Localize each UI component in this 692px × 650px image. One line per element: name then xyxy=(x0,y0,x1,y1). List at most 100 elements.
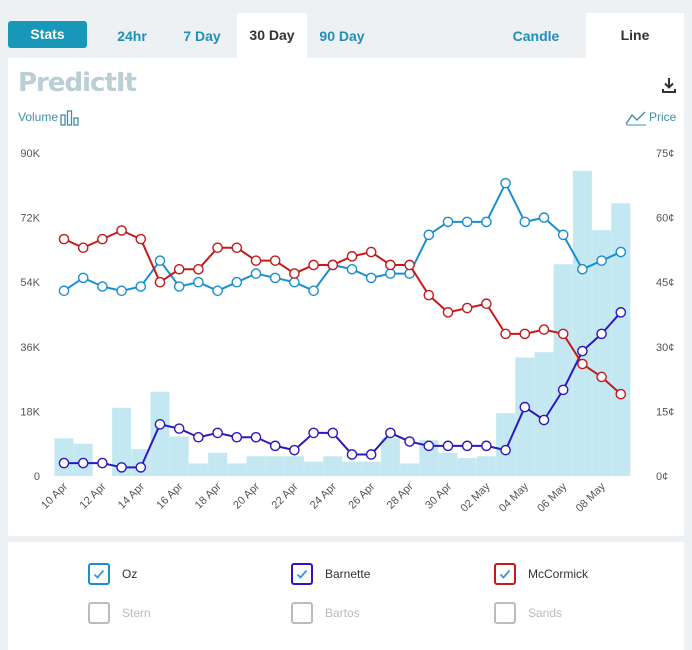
legend-item-sands[interactable]: Sands xyxy=(494,602,624,628)
tab-30-day[interactable]: 30 Day xyxy=(237,13,307,58)
tab-candle[interactable]: Candle xyxy=(512,28,560,44)
volume-bar xyxy=(284,456,304,476)
legend-checkbox-bartos[interactable] xyxy=(291,602,313,624)
left-axis-tick-label: 0 xyxy=(34,471,40,483)
data-point-barnette xyxy=(193,431,204,443)
volume-bar xyxy=(592,230,612,476)
data-point-mccormick xyxy=(538,324,550,335)
legend-checkbox-stern[interactable] xyxy=(88,602,110,624)
data-point-mccormick xyxy=(289,268,300,279)
data-point-oz xyxy=(423,229,435,241)
volume-bar xyxy=(323,456,343,476)
data-point-mccormick xyxy=(193,263,204,275)
legend-item-oz[interactable]: Oz xyxy=(88,563,218,589)
data-point-barnette xyxy=(615,307,627,318)
x-axis-tick-label: 18 Apr xyxy=(193,480,224,511)
data-point-mccormick xyxy=(577,358,588,370)
volume-bar xyxy=(611,203,631,476)
volume-bar xyxy=(438,452,458,476)
data-point-oz xyxy=(250,268,262,279)
data-point-mccormick xyxy=(308,259,319,271)
data-point-barnette xyxy=(577,345,588,357)
data-point-mccormick xyxy=(481,298,492,310)
volume-bar xyxy=(112,407,132,476)
data-point-mccormick xyxy=(269,255,281,266)
volume-bar xyxy=(246,456,266,476)
data-point-barnette xyxy=(423,440,435,452)
tab-line[interactable]: Line xyxy=(586,13,684,58)
price-line-icon xyxy=(625,111,646,126)
data-point-barnette xyxy=(269,440,281,452)
download-icon[interactable] xyxy=(660,76,678,94)
data-point-mccormick xyxy=(596,371,607,383)
data-point-barnette xyxy=(97,457,108,469)
stats-button[interactable]: Stats xyxy=(8,21,87,48)
volume-bar xyxy=(419,440,439,476)
volume-bar xyxy=(265,456,285,476)
legend-item-mccormick[interactable]: McCormick xyxy=(494,563,624,589)
tab-90-day[interactable]: 90 Day xyxy=(319,28,365,44)
volume-bar xyxy=(54,438,74,476)
legend-checkbox-sands[interactable] xyxy=(494,602,516,624)
x-axis-tick-label: 26 Apr xyxy=(346,480,377,511)
data-point-oz xyxy=(154,255,166,266)
data-point-barnette xyxy=(404,436,415,447)
legend-checkbox-oz[interactable] xyxy=(88,563,110,585)
data-point-mccormick xyxy=(442,307,454,318)
legend-label-mccormick: McCormick xyxy=(528,567,588,581)
data-point-mccormick xyxy=(346,251,358,262)
data-point-oz xyxy=(461,216,473,228)
data-point-mccormick xyxy=(461,302,473,314)
volume-bar xyxy=(400,463,420,476)
x-axis-tick-label: 28 Apr xyxy=(385,480,416,511)
data-point-oz xyxy=(500,177,511,189)
data-point-oz xyxy=(308,285,319,297)
legend-item-barnette[interactable]: Barnette xyxy=(291,563,421,589)
legend-panel xyxy=(8,542,684,650)
legend-checkbox-mccormick[interactable] xyxy=(494,563,516,585)
data-point-mccormick xyxy=(615,388,627,400)
x-axis-tick-label: 06 May xyxy=(535,480,569,514)
volume-bar xyxy=(150,391,170,476)
data-point-barnette xyxy=(116,462,127,473)
volume-bar xyxy=(361,461,381,476)
legend-checkbox-barnette[interactable] xyxy=(291,563,313,585)
legend-item-stern[interactable]: Stern xyxy=(88,602,218,628)
data-point-barnette xyxy=(519,401,531,413)
data-point-oz xyxy=(212,285,223,297)
volume-bar xyxy=(515,357,535,476)
data-point-oz xyxy=(538,212,550,223)
x-axis-tick-label: 08 May xyxy=(574,480,608,514)
data-point-barnette xyxy=(250,431,262,443)
data-point-oz xyxy=(173,281,185,292)
data-point-barnette xyxy=(77,457,89,469)
x-axis-tick-label: 22 Apr xyxy=(270,480,301,511)
data-point-mccormick xyxy=(97,233,108,245)
tab-24hr[interactable]: 24hr xyxy=(117,28,147,44)
volume-bar xyxy=(572,170,592,476)
tab-7-day[interactable]: 7 Day xyxy=(183,28,221,44)
legend-label-stern: Stern xyxy=(122,606,151,620)
series-line-oz xyxy=(63,182,622,292)
left-axis-tick-label: 90K xyxy=(20,148,40,160)
data-point-mccormick xyxy=(135,233,147,245)
x-axis-tick-label: 14 Apr xyxy=(116,480,147,511)
data-point-barnette xyxy=(365,449,377,460)
data-point-barnette xyxy=(538,414,550,426)
legend-item-bartos[interactable]: Bartos xyxy=(291,602,421,628)
data-point-barnette xyxy=(557,384,569,396)
data-point-barnette xyxy=(308,427,319,439)
data-point-barnette xyxy=(461,440,473,452)
data-point-mccormick xyxy=(154,276,166,288)
right-axis-tick-label: 15¢ xyxy=(656,406,674,418)
volume-bar xyxy=(342,461,362,476)
x-axis-tick-label: 30 Apr xyxy=(423,480,454,511)
data-point-barnette xyxy=(154,419,166,430)
data-point-oz xyxy=(577,263,588,275)
data-point-barnette xyxy=(212,427,223,439)
x-axis-tick-label: 20 Apr xyxy=(231,480,262,511)
data-point-oz xyxy=(365,272,377,284)
data-point-mccormick xyxy=(116,225,127,236)
volume-bar xyxy=(169,436,189,476)
data-point-oz xyxy=(557,229,569,241)
